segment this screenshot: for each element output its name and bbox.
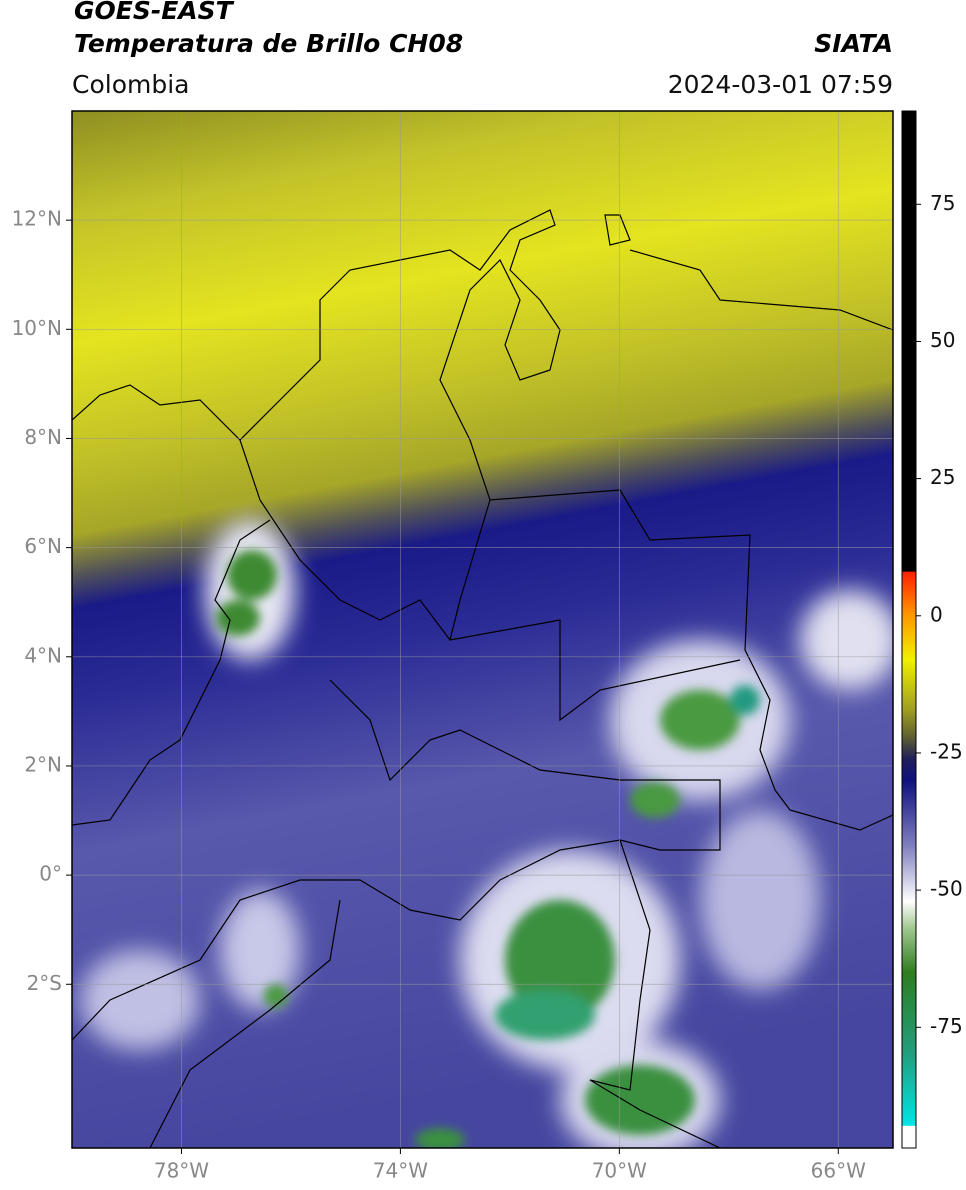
title-line1: GOES-EAST (74, 0, 235, 25)
lat-tick-label: 2°N (24, 752, 62, 776)
timestamp: 2024-03-01 07:59 (668, 70, 893, 99)
lat-tick-label: 10°N (12, 316, 62, 340)
colorbar-tick-label: -50 (930, 877, 963, 901)
colorbar (901, 110, 917, 1149)
lat-tick-label: 6°N (24, 534, 62, 558)
borders (72, 209, 893, 1148)
colorbar-tick-label: 75 (930, 191, 955, 215)
cold-cores (216, 550, 760, 1148)
colorbar-tick-label: -25 (930, 739, 963, 763)
lon-tick-label: 70°W (592, 1159, 647, 1183)
title-line2: Temperatura de Brillo CH08 (74, 29, 463, 58)
colorbar-tick-label: 25 (930, 465, 955, 489)
lat-tick-label: 2°S (27, 971, 62, 995)
lon-tick-label: 66°W (811, 1159, 866, 1183)
lat-tick-label: 12°N (12, 207, 62, 231)
region: Colombia (72, 70, 189, 99)
brand: SIATA (814, 29, 893, 58)
satellite-image (72, 111, 893, 1148)
graticule (72, 111, 893, 1148)
lat-tick-label: 8°N (24, 425, 62, 449)
map-frame (71, 110, 894, 1149)
colorbar-tick-label: 0 (930, 602, 943, 626)
lat-tick-label: 4°N (24, 643, 62, 667)
lon-tick-label: 74°W (373, 1159, 428, 1183)
colorbar-tick-label: 50 (930, 328, 955, 352)
colorbar-tick-label: -75 (930, 1014, 963, 1038)
lat-tick-label: 0° (39, 862, 62, 886)
lon-tick-label: 78°W (154, 1159, 209, 1183)
